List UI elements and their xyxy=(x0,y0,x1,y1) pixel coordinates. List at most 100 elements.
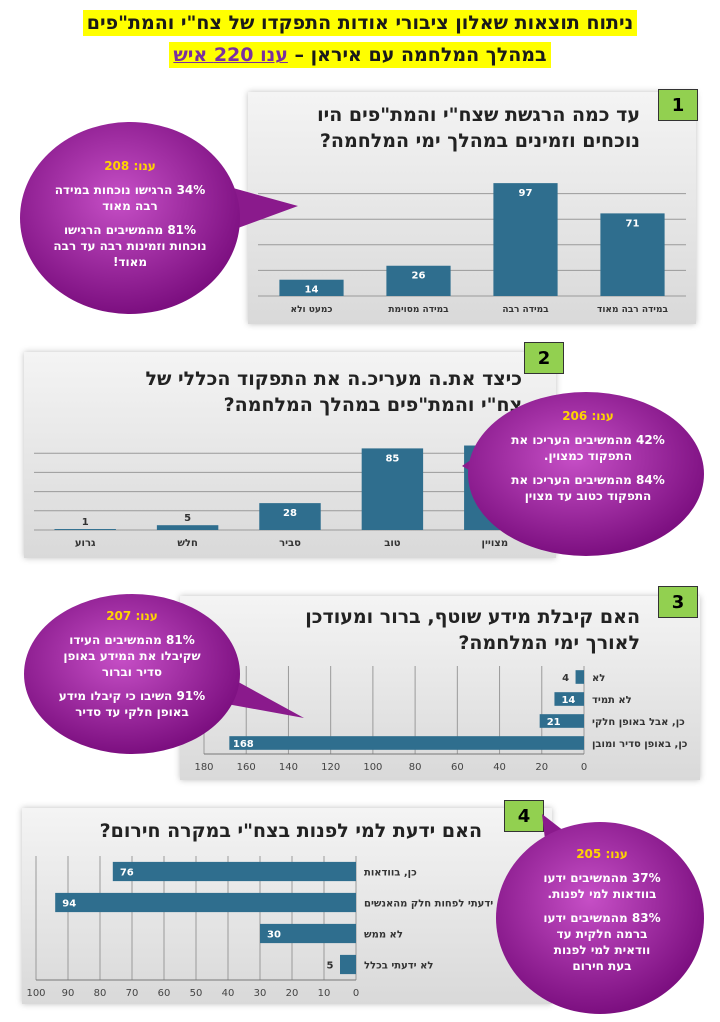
chart-3-respondents: ענו: 207 xyxy=(106,609,158,623)
chart-2-data-label: 5 xyxy=(184,513,191,524)
chart-1-bar xyxy=(386,265,451,296)
chart-3-tick-label: 20 xyxy=(535,762,548,773)
chart-4-data-label: 94 xyxy=(62,899,76,910)
chart-3-tick-label: 100 xyxy=(363,762,382,773)
chart-2-bar xyxy=(54,529,116,530)
chart-4-bubble-text: ענו: 205 37% מהמשיבים ידעו בוודאות למי ל… xyxy=(540,846,664,982)
chart-3-tick-label: 180 xyxy=(194,762,213,773)
chart-2-category-label: גרוע xyxy=(75,538,96,549)
chart-1-question: עד כמה הרגשת שצח"י והמת"פים היו נוכחים ו… xyxy=(317,104,640,152)
chart-3-category-label: לא תמיד xyxy=(592,695,632,706)
chart-4-tick-label: 100 xyxy=(26,988,45,999)
page-subtitle: במהלך המלחמה עם איראן – ענו 220 איש xyxy=(0,42,720,68)
chart-4-tick-label: 30 xyxy=(254,988,267,999)
chart-1-category-label: במידה מסוימת xyxy=(388,305,449,315)
chart-4-bubble xyxy=(496,814,704,1014)
chart-3-bar xyxy=(554,692,584,706)
chart-2-bar xyxy=(156,525,219,530)
chart-1-stat-2: 81% מהמשיבים הרגישו נוכחות וזמינות רבה ע… xyxy=(53,223,207,269)
chart-1-bar xyxy=(493,183,558,296)
chart-4-category-label: לא ממש xyxy=(364,930,403,941)
chart-4-bar xyxy=(112,861,356,882)
chart-3-data-label: 168 xyxy=(233,739,254,750)
chart-3-tick-label: 140 xyxy=(279,762,298,773)
chart-2-category-label: סביר xyxy=(279,538,301,549)
chart-2-stat-1: 42% מהמשיבים העריכו את התפקוד כמצוין. xyxy=(511,433,665,463)
chart-2-bubble xyxy=(462,392,704,556)
chart-2-category-label: חלש xyxy=(177,538,198,549)
chart-1-respondents: ענו: 208 xyxy=(104,159,156,173)
respondents-total: ענו 220 איש xyxy=(173,44,288,66)
chart-3-data-label: 4 xyxy=(562,673,569,684)
chart-3-tick-label: 160 xyxy=(237,762,256,773)
chart-3-category-label: כן, אבל באופן חלקי xyxy=(592,717,685,728)
chart-3-stat-1: 81% מהמשיבים העידו שקיבלו את המידע באופן… xyxy=(63,633,201,679)
chart-2-respondents: ענו: 206 xyxy=(562,409,614,423)
chart-4-stat-1: 37% מהמשיבים ידעו בוודאות למי לפנות. xyxy=(543,871,661,901)
chart-3-data-label: 14 xyxy=(561,695,575,706)
chart-3-category-label: לא xyxy=(592,673,605,684)
chart-4-tick-label: 70 xyxy=(126,988,139,999)
chart-3-question: האם קיבלת מידע שוטף, ברור ומעודכן לאורך … xyxy=(305,606,640,654)
chart-1-bar xyxy=(279,279,344,296)
chart-3-bubble-text: ענו: 207 81% מהמשיבים העידו שקיבלו את המ… xyxy=(52,608,212,728)
chart-2-category-label: טוב xyxy=(384,538,401,549)
chart-4-tick-label: 10 xyxy=(318,988,331,999)
chart-4-tick-label: 80 xyxy=(94,988,107,999)
chart-1-stat-1: 34% הרגישו נוכחות במידה רבה מאוד xyxy=(54,183,206,213)
chart-2-data-label: 1 xyxy=(82,517,89,528)
chart-3-tick-label: 60 xyxy=(451,762,464,773)
chart-4-tick-label: 60 xyxy=(158,988,171,999)
chart-1-bubble xyxy=(20,122,298,314)
chart-3-bar xyxy=(229,736,585,750)
chart-1-data-label: 71 xyxy=(626,218,640,229)
chart-2-question: כיצד את.ה מעריכ.ה את התפקוד הכללי של צח"… xyxy=(145,368,523,416)
chart-3-number-badge: 3 xyxy=(658,586,698,618)
chart-4-stat-2: 83% מהמשיבים ידעו ברמה חלקית עד וודאית ל… xyxy=(543,911,661,973)
page-title-line1: ניתוח תוצאות שאלון ציבורי אודות התפקדו ש… xyxy=(82,10,638,36)
chart-2-stat-2: 84% מהמשיבים העריכו את התפקוד כטוב עד מצ… xyxy=(511,473,665,503)
chart-4-category-label: כן, בוודאות xyxy=(364,868,417,879)
chart-4-data-label: 30 xyxy=(267,930,281,941)
chart-1-data-label: 26 xyxy=(412,271,426,282)
page-title: ניתוח תוצאות שאלון ציבורי אודות התפקדו ש… xyxy=(0,10,720,36)
chart-3-data-label: 21 xyxy=(547,717,561,728)
chart-3-plot: 180 160 140 120 100 80 60 40 20 0 4 לא 14 לא תמיד 21 כן… xyxy=(194,666,688,773)
chart-4-tick-label: 20 xyxy=(286,988,299,999)
chart-1-category-label: כמעט ולא xyxy=(291,305,333,315)
chart-4-bar xyxy=(55,892,356,913)
chart-3-tick-label: 0 xyxy=(581,762,587,773)
chart-3-stat-2: 91% השיבו כי קיבלו מידע באופן חלקי עד סד… xyxy=(58,689,206,719)
chart-4-category-label: בערך, ידעתי לפחות חלק מהאנשים xyxy=(364,899,525,910)
chart-2-bar xyxy=(361,448,424,530)
chart-3-bar xyxy=(575,670,584,684)
chart-3-bubble xyxy=(24,594,304,754)
chart-3-tick-label: 40 xyxy=(493,762,506,773)
chart-4-tick-label: 40 xyxy=(222,988,235,999)
chart-1-category-label: במידה רבה מאוד xyxy=(597,305,668,315)
page-subtitle-main: במהלך המלחמה עם איראן – xyxy=(294,44,547,66)
chart-2-data-label: 28 xyxy=(283,508,297,519)
chart-2-data-label: 85 xyxy=(385,453,399,464)
chart-1-plot: 71 במידה רבה מאוד 97 במידה רבה 26 במידה מסוימ… xyxy=(258,183,686,315)
chart-1-category-label: במידה רבה xyxy=(502,305,549,315)
chart-1-data-label: 14 xyxy=(305,285,319,296)
chart-4-respondents: ענו: 205 xyxy=(576,847,628,861)
chart-4-question: האם ידעת למי לפנות בצח"י במקרה חירום? xyxy=(99,820,482,842)
chart-4-data-label: 5 xyxy=(327,961,334,972)
chart-1-bar xyxy=(600,213,665,296)
chart-3-tick-label: 80 xyxy=(409,762,422,773)
chart-4-tick-label: 90 xyxy=(62,988,75,999)
chart-2-number-badge: 2 xyxy=(524,342,564,374)
chart-2-bubble-text: ענו: 206 42% מהמשיבים העריכו את התפקוד כ… xyxy=(508,408,668,512)
chart-4-bar xyxy=(260,923,356,944)
chart-3-tick-label: 120 xyxy=(321,762,340,773)
chart-4-category-label: לא ידעתי בכלל xyxy=(364,961,433,972)
chart-4-bar xyxy=(340,954,356,975)
chart-1-number-badge: 1 xyxy=(658,89,698,121)
chart-1-bubble-text: ענו: 208 34% הרגישו נוכחות במידה רבה מאו… xyxy=(48,158,212,278)
chart-4-tick-label: 0 xyxy=(353,988,359,999)
chart-4-data-label: 76 xyxy=(120,868,134,879)
chart-4-tick-label: 50 xyxy=(190,988,203,999)
